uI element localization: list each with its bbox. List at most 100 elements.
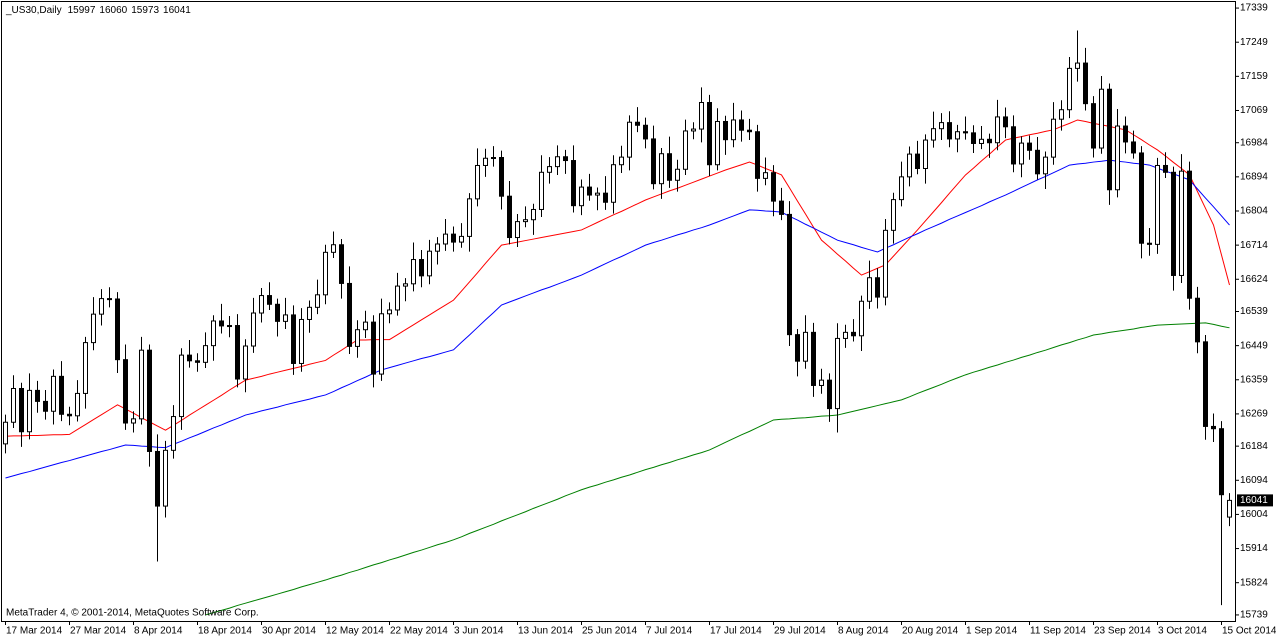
candle-body — [963, 131, 968, 134]
candle-body — [251, 312, 256, 347]
candle-body — [835, 337, 840, 410]
candle-body — [1139, 152, 1144, 244]
candle-body — [907, 153, 912, 178]
candle-body — [667, 153, 672, 181]
y-tick-label: 17069 — [1240, 105, 1268, 116]
candle-body — [779, 200, 784, 215]
candle-body — [659, 153, 664, 185]
candle-body — [67, 413, 72, 417]
candle-body — [243, 345, 248, 380]
candle-body — [1075, 62, 1080, 69]
candle-body — [1035, 149, 1040, 175]
candle-body — [819, 379, 824, 386]
candle-body — [379, 313, 384, 375]
x-tick-label: 30 Apr 2014 — [262, 626, 316, 637]
y-tick-label: 16894 — [1240, 171, 1268, 182]
candle-body — [363, 321, 368, 331]
candle-body — [827, 379, 832, 410]
candle-body — [923, 139, 928, 170]
candle-body — [83, 342, 88, 394]
candle-body — [43, 400, 48, 412]
x-tick-label: 1 Sep 2014 — [966, 626, 1018, 637]
candle-body — [1011, 126, 1016, 165]
candle-body — [1203, 341, 1208, 427]
candle-body — [179, 354, 184, 418]
y-tick-label: 16184 — [1240, 441, 1268, 452]
candle-body — [395, 285, 400, 311]
candle-body — [539, 171, 544, 210]
x-tick-label: 3 Jun 2014 — [454, 626, 504, 637]
candle-body — [347, 282, 352, 347]
y-tick-label: 16714 — [1240, 240, 1268, 251]
x-tick-label: 17 Jul 2014 — [710, 626, 762, 637]
candle-body — [451, 233, 456, 243]
candle-body — [1131, 141, 1136, 154]
candle-body — [339, 244, 344, 284]
candle-body — [1155, 164, 1160, 245]
candle-body — [139, 349, 144, 420]
candle-body — [219, 320, 224, 327]
candle-body — [1147, 242, 1152, 245]
candle-body — [595, 192, 600, 196]
candle-body — [587, 186, 592, 196]
x-tick-label: 7 Jul 2014 — [646, 626, 693, 637]
x-tick-label: 27 Mar 2014 — [70, 626, 127, 637]
candle-body — [403, 283, 408, 287]
candle-body — [91, 313, 96, 344]
candle-body — [611, 164, 616, 203]
y-tick-label: 16804 — [1240, 206, 1268, 217]
candle-body — [1171, 171, 1176, 276]
candle-body — [763, 172, 768, 179]
candle-body — [3, 421, 8, 445]
candle-body — [979, 138, 984, 144]
moving-average-line — [5, 119, 1230, 437]
candle-body — [283, 314, 288, 322]
moving-average-line — [205, 322, 1230, 616]
candle-body — [795, 334, 800, 362]
candle-body — [515, 221, 520, 239]
y-tick-label: 16539 — [1240, 306, 1268, 317]
candle-body — [227, 325, 232, 328]
candle-body — [675, 168, 680, 181]
y-tick-label: 15739 — [1240, 610, 1268, 621]
candle-body — [691, 128, 696, 132]
y-tick-label: 16984 — [1240, 137, 1268, 148]
candle-body — [955, 131, 960, 140]
candle-body — [259, 295, 264, 314]
candle-body — [187, 354, 192, 362]
candle-body — [107, 298, 112, 301]
x-tick-label: 11 Sep 2014 — [1030, 626, 1086, 637]
candle-body — [1027, 142, 1032, 151]
candle-body — [547, 166, 552, 173]
x-tick-label: 15 Oct 2014 — [1222, 626, 1276, 637]
candle-body — [875, 277, 880, 298]
candle-body — [491, 157, 496, 160]
candle-body — [851, 331, 856, 337]
chart-header: _US30,Daily 15997 16060 15973 16041 — [5, 5, 191, 16]
moving-average-line — [5, 159, 1230, 479]
candle-body — [307, 306, 312, 320]
candle-body — [427, 250, 432, 277]
candle-body — [195, 360, 200, 363]
candle-body — [131, 418, 136, 424]
y-tick-label: 16624 — [1240, 274, 1268, 285]
candle-body — [843, 331, 848, 339]
candle-body — [411, 259, 416, 285]
x-tick-label: 22 May 2014 — [390, 626, 448, 637]
candle-body — [211, 320, 216, 347]
candle-body — [899, 176, 904, 201]
last-price-label: 16041 — [1240, 495, 1268, 506]
candle-body — [163, 449, 168, 507]
symbol: _US30,Daily — [5, 5, 62, 16]
candle-body — [443, 233, 448, 245]
x-tick-label: 13 Jun 2014 — [518, 626, 573, 637]
x-tick-label: 17 Mar 2014 — [6, 626, 63, 637]
header-high: 16060 — [99, 5, 127, 16]
candle-body — [459, 235, 464, 243]
candle-body — [579, 186, 584, 207]
candle-body — [1051, 118, 1056, 158]
candle-body — [555, 156, 560, 168]
candle-body — [635, 121, 640, 126]
x-tick-label: 23 Sep 2014 — [1094, 626, 1151, 637]
